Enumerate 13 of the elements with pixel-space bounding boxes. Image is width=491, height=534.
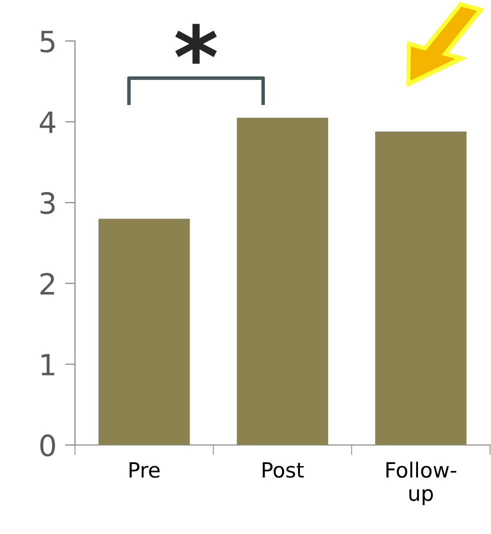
bar (236, 118, 328, 445)
y-tick-label: 3 (40, 192, 55, 214)
x-tick-label: Post (262, 462, 304, 478)
annotation: * (175, 24, 217, 64)
y-tick-label: 4 (40, 112, 56, 133)
bar (98, 218, 190, 445)
y-tick-label: 0 (40, 434, 56, 456)
x-tick-label: Follow- up (386, 462, 456, 506)
y-tick-label: 5 (40, 30, 54, 52)
y-tick-label: 1 (42, 354, 54, 376)
y-tick-label: 2 (40, 272, 54, 294)
bar (375, 131, 466, 445)
x-tick-label: Pre (130, 462, 160, 478)
